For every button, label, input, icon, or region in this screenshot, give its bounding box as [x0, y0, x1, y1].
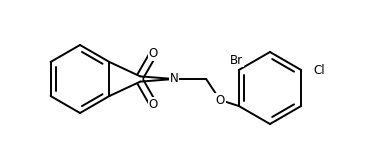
Text: Br: Br: [230, 54, 243, 67]
Text: O: O: [149, 98, 158, 111]
Text: O: O: [215, 94, 224, 106]
Text: Cl: Cl: [314, 63, 325, 76]
Text: O: O: [149, 47, 158, 60]
Text: N: N: [170, 73, 178, 86]
